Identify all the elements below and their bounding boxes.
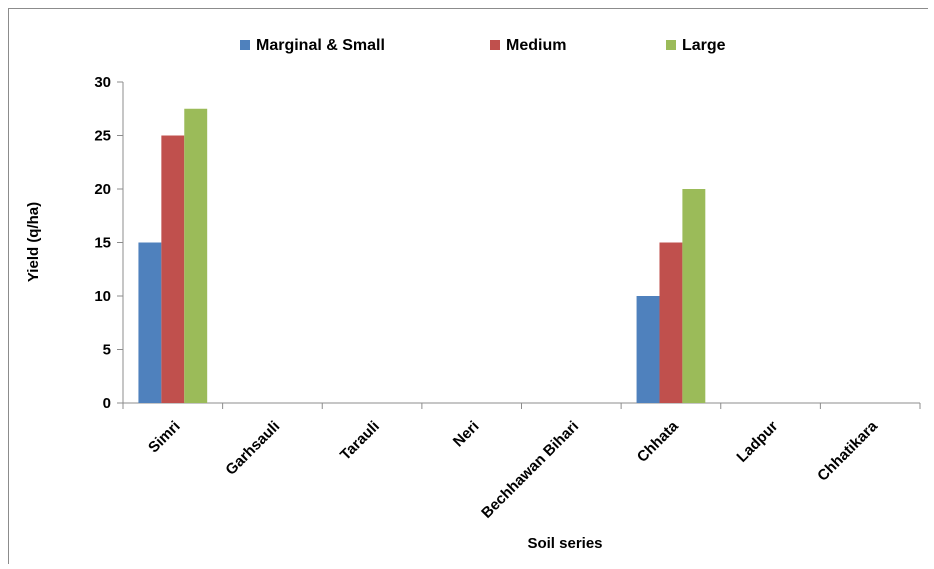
legend-label: Large bbox=[682, 37, 726, 54]
y-tick-label: 5 bbox=[103, 342, 111, 359]
legend-swatch bbox=[490, 40, 500, 50]
x-category-label: Ladpur bbox=[733, 418, 781, 466]
y-tick-label: 10 bbox=[94, 288, 111, 305]
bars bbox=[138, 108, 706, 403]
y-tick-label: 25 bbox=[94, 128, 111, 145]
bar bbox=[138, 242, 162, 403]
bar bbox=[161, 135, 185, 403]
bar bbox=[682, 189, 706, 403]
y-tick-label: 15 bbox=[94, 235, 111, 252]
x-category-label: Garhsauli bbox=[222, 418, 283, 479]
x-category-label: Chhatikara bbox=[814, 417, 881, 484]
bar bbox=[659, 242, 683, 403]
chart-frame bbox=[8, 8, 928, 564]
y-tick-label: 30 bbox=[94, 74, 111, 91]
legend-label: Medium bbox=[506, 37, 566, 54]
x-category-label: Bechhawan Bihari bbox=[478, 418, 582, 522]
bar bbox=[184, 108, 208, 403]
legend-swatch bbox=[666, 40, 676, 50]
x-axis-title: Soil series bbox=[527, 535, 602, 552]
y-tick-label: 0 bbox=[103, 395, 111, 412]
x-category-label: Simri bbox=[145, 418, 184, 457]
y-axis-title: Yield (q/ha) bbox=[25, 202, 42, 282]
legend-label: Marginal & Small bbox=[256, 37, 385, 54]
x-category-label: Tarauli bbox=[337, 418, 383, 464]
y-axis: 0 5 10 15 20 25 30 bbox=[94, 74, 124, 412]
x-category-label: Chhata bbox=[634, 417, 682, 465]
y-tick-label: 20 bbox=[94, 181, 111, 198]
legend: Marginal & Small Medium Large bbox=[240, 37, 726, 54]
x-category-label: Neri bbox=[450, 418, 483, 451]
bar bbox=[636, 296, 660, 403]
legend-swatch bbox=[240, 40, 250, 50]
